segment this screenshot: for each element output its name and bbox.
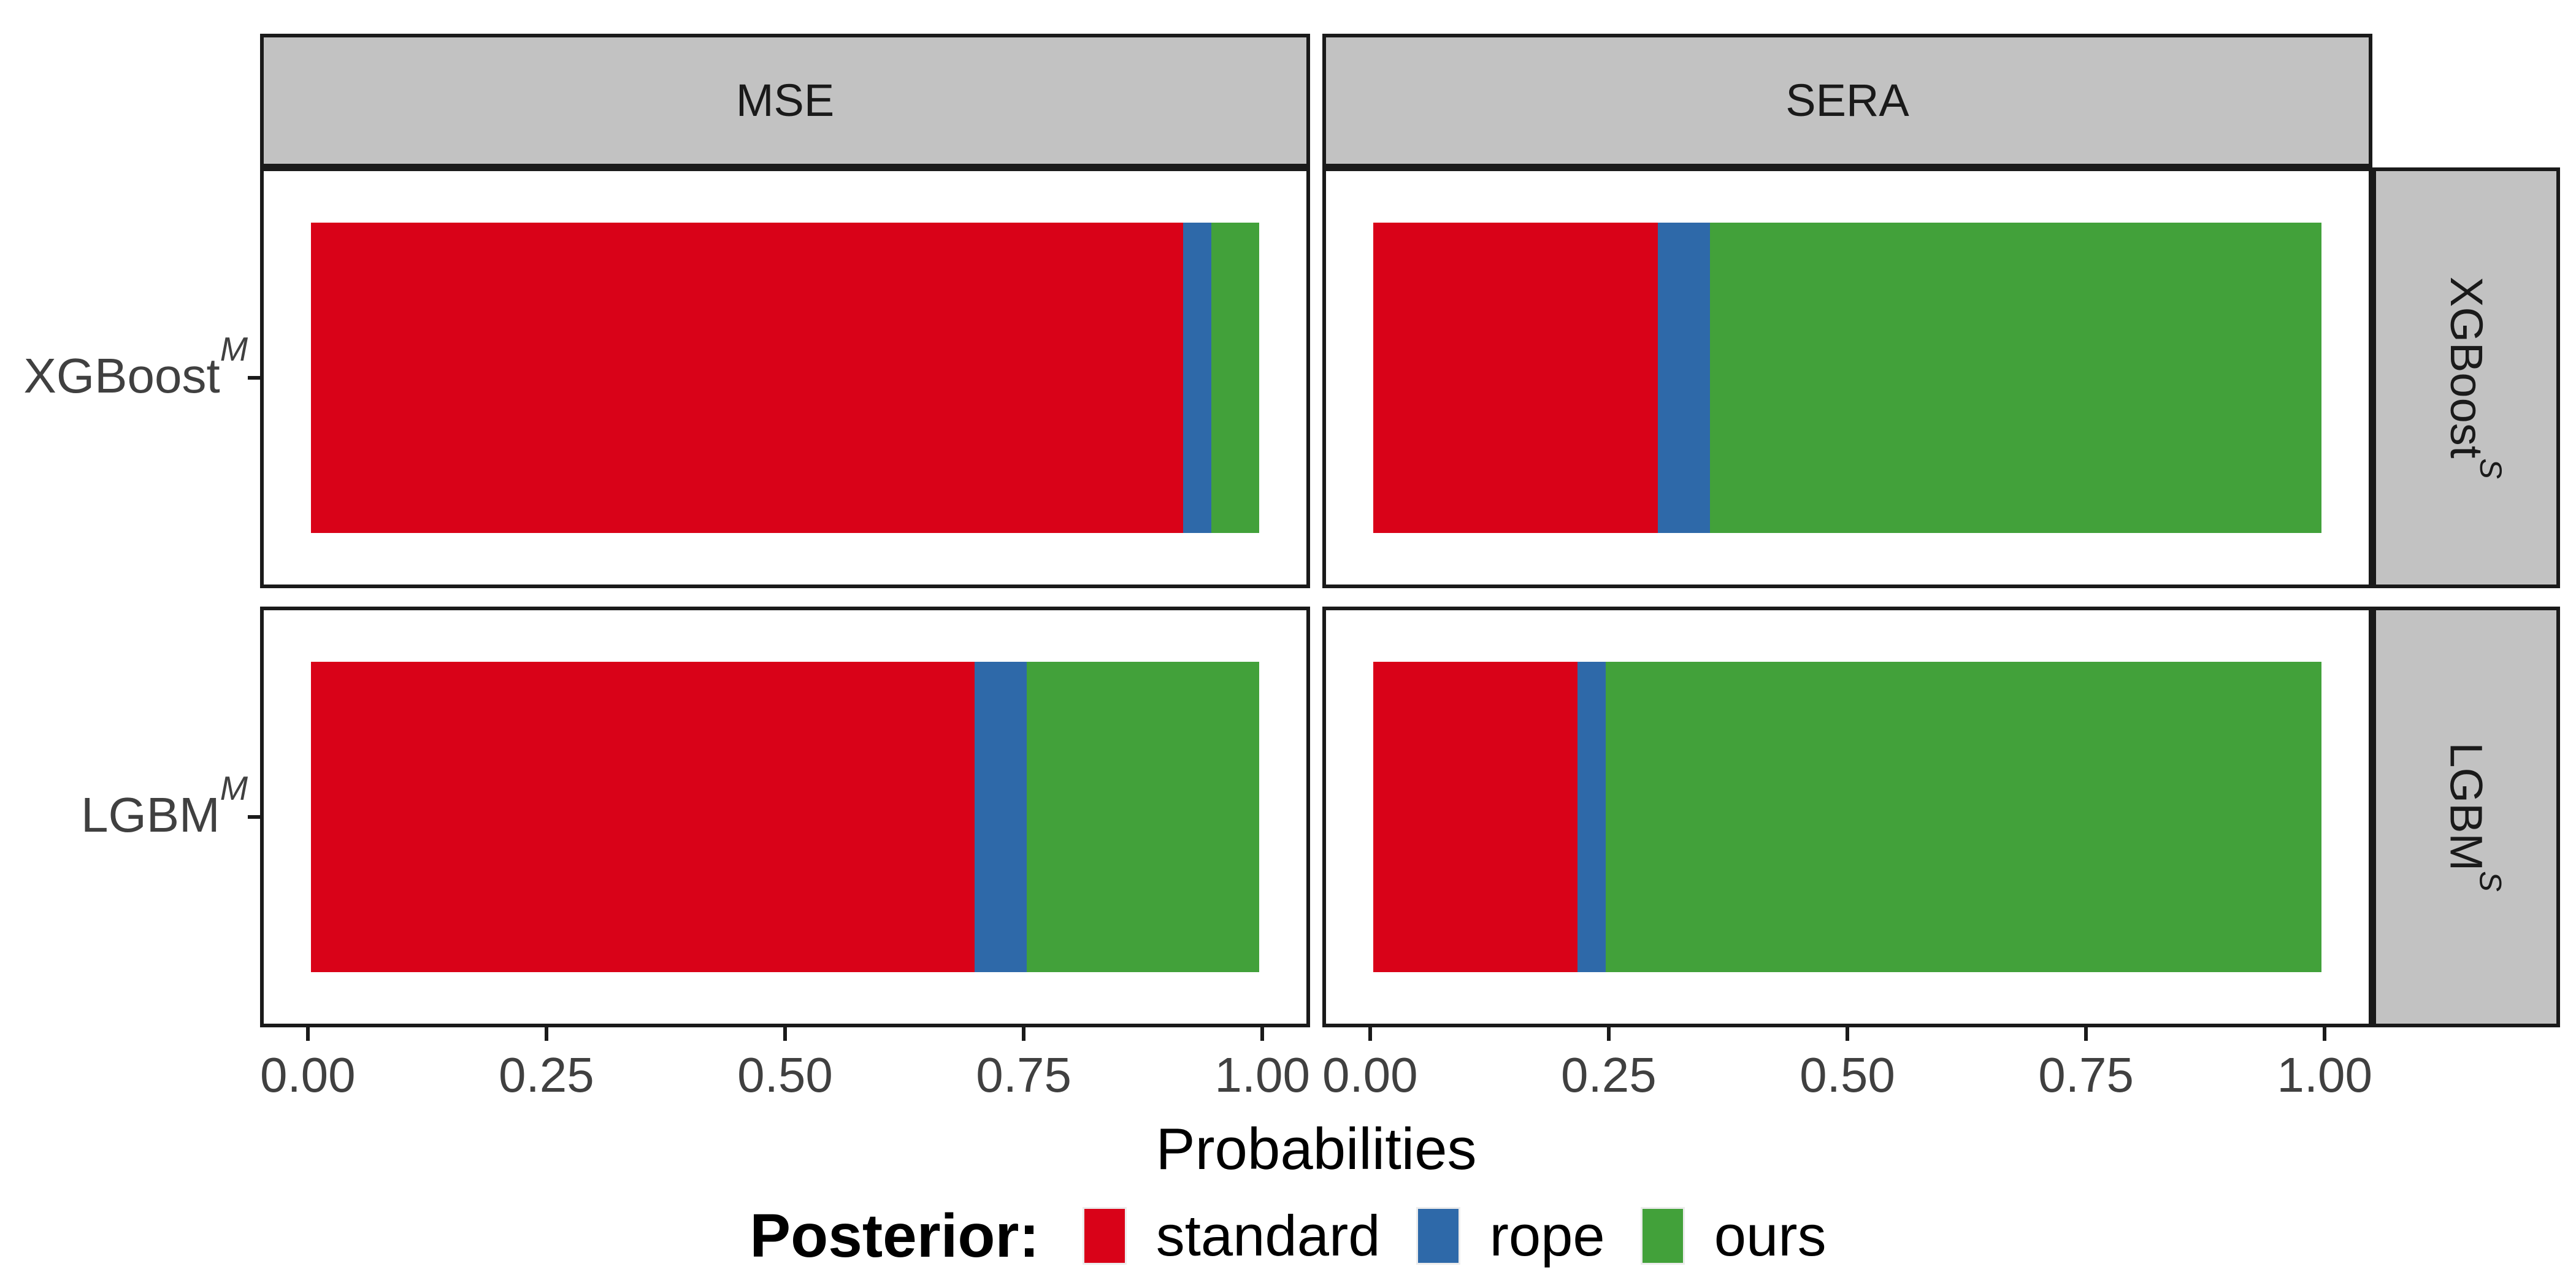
bar-segment-standard <box>1373 223 1658 533</box>
legend: Posterior: standard rope ours <box>0 1190 2576 1282</box>
bar-segment-rope <box>1577 662 1606 972</box>
y-axis-label-base: LGBM <box>80 787 220 842</box>
facet-row-label-base: XGBoost <box>2441 277 2492 459</box>
x-axis-sera: 0.00 0.25 0.50 0.75 1.00 <box>1322 1027 2372 1162</box>
y-axis-label-base: XGBoost <box>23 348 220 403</box>
x-axis-tick <box>305 1027 310 1041</box>
legend-label-ours: ours <box>1714 1203 1827 1268</box>
x-axis-tick <box>1022 1027 1026 1041</box>
x-axis-tick-label: 0.00 <box>259 1048 356 1102</box>
x-axis-tick-label: 0.25 <box>1561 1048 1657 1102</box>
x-axis-tick <box>1606 1027 1611 1041</box>
facet-row-label-xgboost-s: XGBoostS <box>2441 277 2509 479</box>
bar-segment-ours <box>1211 223 1259 533</box>
x-axis-tick <box>1846 1027 1849 1041</box>
bar-segment-ours <box>1709 223 2321 533</box>
legend-key-ours-swatch <box>1640 1207 1685 1265</box>
bar-segment-rope <box>975 662 1027 972</box>
bar-segment-standard <box>311 223 1184 533</box>
x-axis-tick-label: 0.75 <box>976 1048 1071 1102</box>
x-axis-tick-label: 0.50 <box>737 1048 833 1102</box>
bar-segment-rope <box>1657 223 1710 533</box>
x-axis-tick-label: 1.00 <box>2277 1048 2373 1102</box>
facet-row-strip-xgboost-s: XGBoostS <box>2372 167 2560 588</box>
legend-label-standard: standard <box>1156 1203 1381 1268</box>
y-axis-label-lgbm-m: LGBMM <box>0 772 248 842</box>
facet-col-strip-sera: SERA <box>1322 34 2372 167</box>
x-axis-tick-label: 1.00 <box>1214 1048 1311 1102</box>
x-axis-title: Probabilities <box>1156 1116 1477 1182</box>
bar-segment-standard <box>311 662 975 972</box>
facet-col-label-mse: MSE <box>735 75 835 126</box>
y-axis-label-sup: M <box>220 330 248 368</box>
x-axis-tick-label: 0.75 <box>2038 1048 2134 1102</box>
panel-sera-xgboost <box>1322 167 2372 588</box>
facet-col-strip-mse: MSE <box>260 34 1310 167</box>
bar-segment-ours <box>1605 662 2321 972</box>
x-axis-tick <box>1260 1027 1265 1041</box>
x-axis-tick-label: 0.25 <box>499 1048 594 1102</box>
x-axis-tick <box>1368 1027 1372 1041</box>
x-axis-tick-label: 0.50 <box>1800 1048 1895 1102</box>
x-axis-mse: 0.00 0.25 0.50 0.75 1.00 <box>260 1027 1310 1162</box>
facet-col-label-sera: SERA <box>1785 75 1909 126</box>
legend-label-rope: rope <box>1489 1203 1605 1268</box>
y-axis-label-xgboost-m: XGBoostM <box>0 332 248 403</box>
panel-mse-lgbm <box>260 607 1310 1027</box>
bar-segment-rope <box>1183 223 1212 533</box>
x-axis-tick-label: 0.00 <box>1322 1048 1418 1102</box>
panel-mse-xgboost <box>260 167 1310 588</box>
legend-key-standard-swatch <box>1082 1207 1127 1265</box>
y-axis-tick <box>248 815 260 819</box>
x-axis-tick <box>2323 1027 2327 1041</box>
x-axis-tick <box>783 1027 787 1041</box>
facet-row-label-base: LGBM <box>2441 742 2492 872</box>
y-axis-label-sup: M <box>220 769 248 807</box>
legend-item-standard: standard <box>1082 1203 1381 1268</box>
x-axis-tick <box>2084 1027 2088 1041</box>
legend-title: Posterior: <box>749 1202 1040 1270</box>
legend-item-rope: rope <box>1416 1207 1605 1265</box>
facet-row-label-lgbm-s: LGBMS <box>2441 742 2509 891</box>
bar-segment-ours <box>1027 662 1259 972</box>
x-axis-tick <box>544 1027 548 1041</box>
panel-sera-lgbm <box>1322 607 2372 1027</box>
legend-key-rope-swatch <box>1416 1207 1460 1265</box>
y-axis-tick <box>248 376 260 380</box>
facet-row-label-sup: S <box>2474 458 2509 479</box>
bar-segment-standard <box>1373 662 1577 972</box>
legend-item-ours: ours <box>1640 1203 1827 1268</box>
facet-row-label-sup: S <box>2474 871 2509 892</box>
facet-row-strip-lgbm-s: LGBMS <box>2372 607 2560 1027</box>
